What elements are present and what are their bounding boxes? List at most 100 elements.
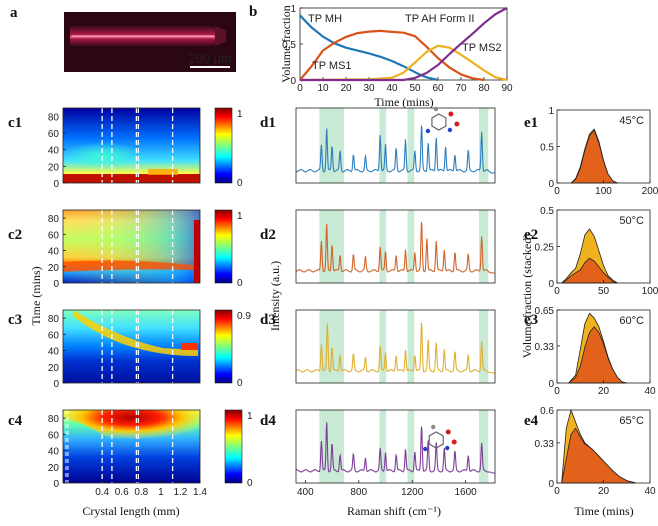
x-tick-label: 800 (350, 487, 367, 498)
y-tick-label: 0.5 (282, 40, 296, 51)
x-tick-label: 50 (598, 286, 610, 297)
y-tick-label: 0.65 (535, 306, 555, 317)
heatmap-feature (181, 343, 198, 350)
temperature-label: 45°C (619, 115, 644, 127)
temperature-label: 50°C (619, 215, 644, 227)
spectrum-frame (295, 107, 496, 184)
highlight-band (478, 108, 489, 183)
x-tick-label: 60 (432, 83, 444, 94)
heatmap-feature (63, 174, 200, 183)
heatmap-feature (63, 410, 200, 447)
x-tick-label: 1.2 (173, 487, 187, 498)
panel-label-d4: d4 (260, 413, 276, 429)
colorbar-min-label: 0 (237, 178, 243, 189)
panel-label-e4: e4 (524, 413, 539, 429)
highlight-band (379, 310, 387, 383)
spectrum-d4 (296, 422, 495, 474)
panel-label-c1: c1 (8, 115, 22, 131)
legend-tp-ms1: TP MS1 (312, 60, 352, 72)
x-tick-label: 400 (297, 487, 314, 498)
heatmap-feature (194, 220, 200, 283)
panel-label-c4: c4 (8, 413, 23, 429)
panel-label-e1: e1 (524, 115, 538, 131)
highlight-band (407, 108, 415, 183)
x-tick-label: 0.4 (95, 487, 109, 498)
x-tick-label: 0 (554, 286, 560, 297)
highlight-band (407, 410, 415, 483)
legend-tp-mh: TP MH (308, 13, 342, 25)
y-tick-label: 0 (548, 279, 554, 290)
spectrum-frame (295, 409, 496, 484)
x-tick-label: 50 (409, 83, 421, 94)
y-tick-label: 40 (48, 146, 60, 157)
panel-label-d1: d1 (260, 115, 276, 131)
panel-label-d2: d2 (260, 227, 276, 243)
heatmap-frame (62, 309, 201, 384)
highlight-band (478, 310, 489, 383)
y-axis-label: Volume fraction (279, 5, 293, 82)
panel-label-b: b (249, 4, 257, 20)
x-tick-label: 0 (554, 486, 560, 497)
y-tick-label: 20 (48, 263, 60, 274)
x-axis-label: Raman shift (cm⁻¹) (347, 504, 441, 518)
y-tick-label: 80 (48, 314, 60, 325)
heatmap-feature (63, 260, 193, 272)
y-tick-label: 80 (48, 112, 60, 123)
colorbar-min-label: 0 (237, 278, 243, 289)
molecule-ring (428, 431, 444, 449)
colorbar-c3 (214, 309, 233, 384)
y-tick-label: 80 (48, 414, 60, 425)
y-tick-label: 60 (48, 330, 60, 341)
y-tick-label: 20 (48, 363, 60, 374)
colorbar-max-label: 0.9 (237, 311, 251, 322)
x-tick-label: 1200 (401, 487, 424, 498)
colorbar-c1 (214, 107, 233, 184)
y-tick-label: 0 (53, 279, 59, 290)
panel-label-e3: e3 (524, 312, 538, 328)
series-line-tp-ah-form-ii (300, 7, 508, 82)
highlight-band (379, 108, 387, 183)
x-tick-label: 20 (598, 386, 610, 397)
heatmap-frame (62, 107, 201, 184)
panel-label-c2: c2 (8, 227, 22, 243)
area-front-e2 (561, 257, 618, 284)
colorbar-min-label: 0 (237, 378, 243, 389)
legend-tp-ms2: TP MS2 (462, 42, 502, 54)
molecule-atom-n (447, 127, 453, 133)
spectrum-d2 (295, 221, 495, 274)
panel-label-c3: c3 (8, 312, 22, 328)
y-tick-label: 60 (48, 129, 60, 140)
colorbar-max-label: 1 (237, 211, 243, 222)
legend-tp-ah-form-ii: TP AH Form II (405, 13, 474, 25)
y-tick-label: 0 (53, 179, 59, 190)
y-tick-label: 0 (290, 76, 296, 87)
y-tick-label: 0 (548, 179, 554, 190)
heatmap-feature (63, 142, 143, 170)
x-tick-label: 0 (554, 186, 560, 197)
x-tick-label: 40 (644, 486, 656, 497)
x-tick-label: 200 (642, 186, 658, 197)
x-axis-label: Time (mins) (374, 95, 433, 109)
x-tick-label: 0.8 (134, 487, 148, 498)
y-tick-label: 20 (48, 463, 60, 474)
molecule-structure (423, 424, 457, 452)
molecule-ring (431, 113, 447, 131)
x-tick-label: 0 (554, 386, 560, 397)
highlight-band (319, 310, 345, 383)
y-axis-label: Intensity (a.u.) (268, 261, 282, 331)
y-tick-label: 60 (48, 430, 60, 441)
highlight-band (407, 210, 415, 283)
x-tick-label: 1 (158, 487, 164, 498)
panel-label-a: a (10, 5, 18, 21)
series-line-tp-mh (299, 14, 439, 82)
x-tick-label: 30 (363, 83, 375, 94)
heatmap-frame (62, 409, 201, 484)
area-front-e1 (570, 130, 618, 184)
y-tick-label: 0.5 (540, 143, 554, 154)
crystal-tip (215, 26, 226, 46)
temperature-label: 60°C (619, 315, 644, 327)
y-tick-label: 0.25 (535, 243, 555, 254)
molecule-atom-c (433, 106, 439, 112)
area-back-e2 (561, 228, 618, 284)
molecule-atom-n (445, 445, 450, 451)
